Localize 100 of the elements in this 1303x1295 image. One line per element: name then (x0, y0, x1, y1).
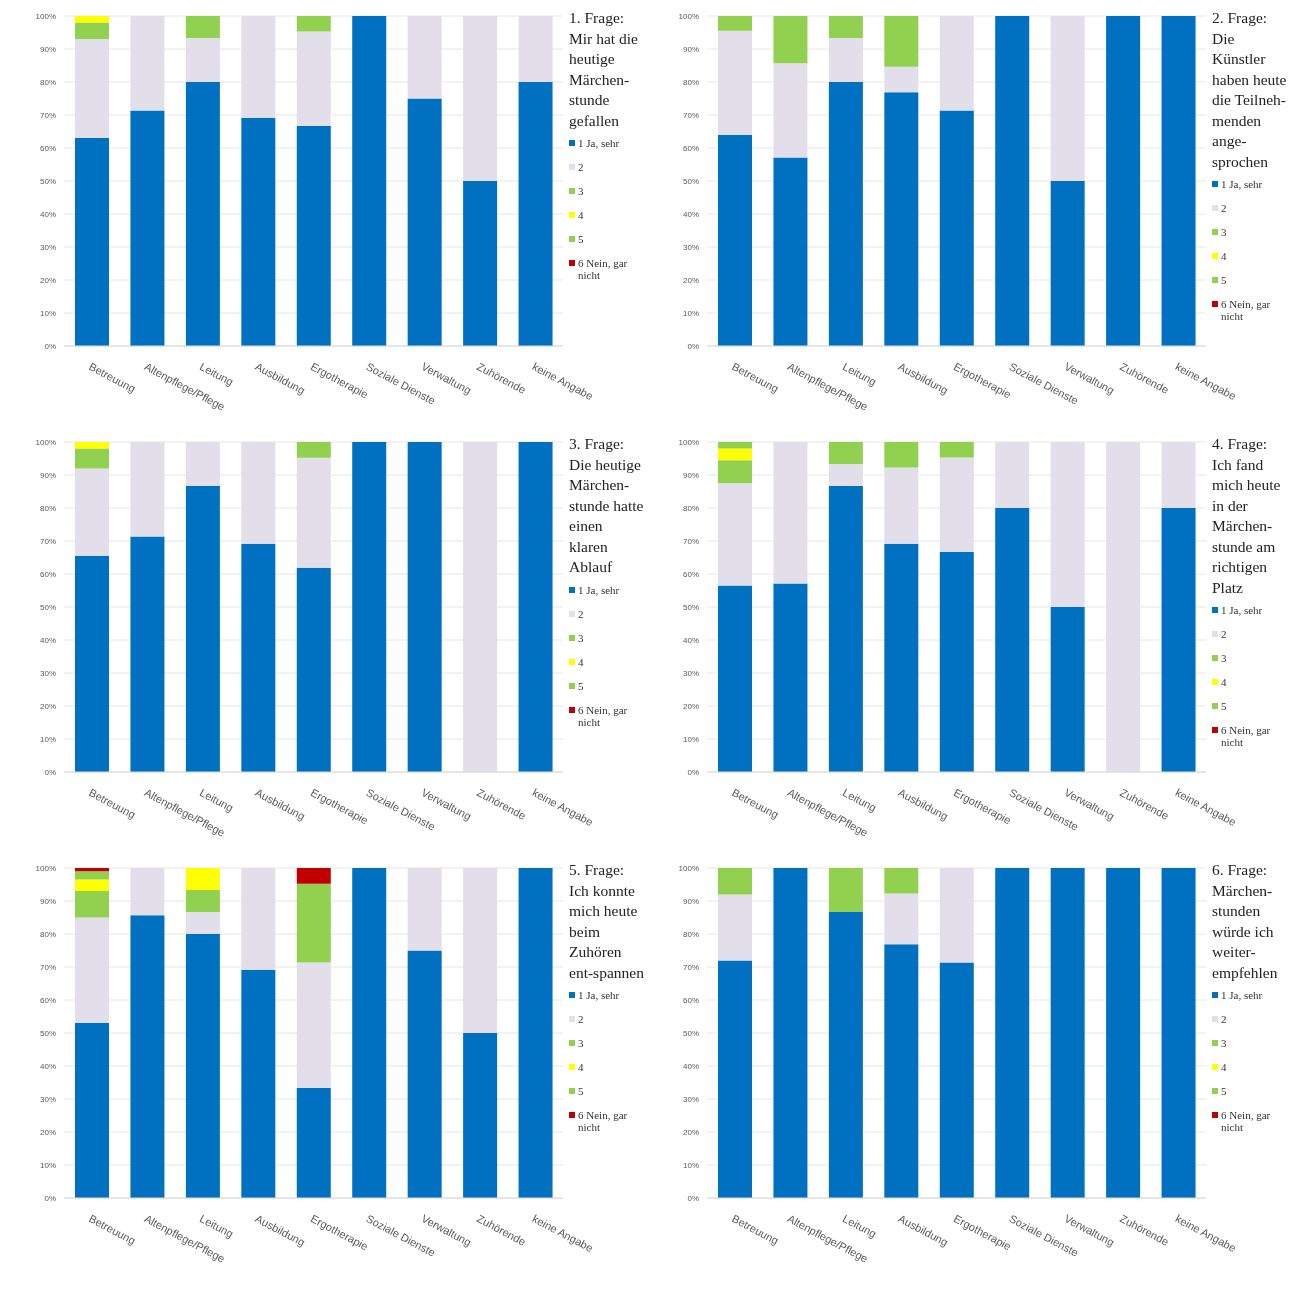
y-tick-label: 20% (682, 275, 699, 285)
legend-label: 2 (1221, 1013, 1227, 1025)
legend-label: 3 (578, 185, 584, 197)
y-tick-label: 80% (39, 929, 56, 939)
bar (185, 485, 220, 772)
bar (773, 157, 808, 346)
bar (75, 868, 109, 872)
bar (296, 883, 331, 963)
legend-label: 5 (1221, 700, 1227, 712)
bar (130, 915, 165, 1198)
legend-label: 5 (578, 1085, 584, 1097)
legend-label: 4 (578, 655, 584, 668)
bar (1106, 868, 1141, 1198)
text: 3. Frage: Die heutige Märchen-stunde hatte einen klaren Ablauf (569, 434, 645, 577)
bar (718, 448, 752, 461)
y-tick-label: 70% (682, 962, 699, 972)
y-tick-label: 90% (682, 44, 699, 54)
y-tick-label: 60% (682, 995, 699, 1005)
bar (718, 460, 752, 484)
legend-label: 3 (578, 1037, 584, 1049)
y-tick-label: 100% (35, 437, 56, 447)
y-tick-label: 100% (678, 11, 699, 21)
bar (939, 962, 974, 1198)
y-tick-label: 30% (682, 1094, 699, 1104)
bar (773, 583, 808, 772)
y-tick-label: 0% (44, 767, 56, 777)
legend-label: 6 Nein, gar nicht (578, 1109, 629, 1133)
bar (296, 16, 331, 32)
bar (296, 1088, 331, 1198)
legend-label: 2 (1221, 628, 1227, 640)
legend-label: 4 (1221, 676, 1227, 688)
y-tick-label: 30% (682, 668, 699, 678)
bar (828, 911, 863, 1198)
y-tick-label: 20% (682, 1127, 699, 1137)
y-tick-label: 70% (682, 536, 699, 546)
legend-label: 1 Ja, sehr (1221, 604, 1263, 616)
legend-label: 5 (578, 233, 584, 245)
y-tick-label: 70% (39, 536, 56, 546)
text: 5. Frage: Ich konnte mich heute beim Zuhören ent-spannen (569, 860, 645, 983)
bar (75, 448, 109, 469)
bar (75, 442, 109, 449)
bar (939, 442, 974, 458)
y-tick-label: 60% (682, 569, 699, 579)
bar (939, 551, 974, 772)
y-tick-label: 50% (39, 602, 56, 612)
bar (1050, 868, 1085, 1198)
y-tick-label: 90% (39, 470, 56, 480)
legend-label: 4 (1221, 1061, 1227, 1073)
y-tick-label: 80% (39, 77, 56, 87)
bar (1106, 16, 1141, 346)
legend-label: 1 Ja, sehr (578, 583, 620, 596)
y-tick-label: 70% (682, 110, 699, 120)
legend-label: 2 (1221, 202, 1227, 214)
y-tick-label: 80% (39, 503, 56, 513)
bar (718, 585, 752, 772)
y-tick-label: 0% (687, 341, 699, 351)
legend-label: 3 (1221, 1037, 1227, 1049)
bar (296, 125, 331, 346)
text: 2. Frage: Die Künstler haben heute die Teilneh-menden ange-sprochen (1212, 8, 1288, 172)
bar (75, 16, 109, 23)
bar (828, 442, 863, 465)
bar (995, 868, 1030, 1198)
y-tick-label: 20% (39, 275, 56, 285)
legend-label: 4 (578, 209, 584, 221)
y-tick-label: 40% (682, 635, 699, 645)
bar (407, 442, 442, 772)
bar (130, 110, 165, 346)
y-tick-label: 60% (39, 569, 56, 579)
y-tick-label: 50% (682, 1028, 699, 1038)
y-tick-label: 20% (39, 701, 56, 711)
bar (773, 16, 808, 64)
y-tick-label: 40% (39, 635, 56, 645)
legend-label: 6 Nein, gar nicht (578, 257, 629, 281)
bar (185, 890, 220, 912)
bar (1161, 508, 1196, 772)
text: 4. Frage: Ich fand mich heute in der Märchen-stunde am richtigen Platz (1212, 434, 1282, 598)
y-tick-label: 50% (682, 602, 699, 612)
bar (463, 1033, 498, 1198)
legend-label: 3 (578, 631, 584, 644)
legend-label: 5 (1221, 1085, 1227, 1097)
legend-label: 6 Nein, gar nicht (1221, 298, 1272, 322)
bar (718, 442, 752, 449)
y-tick-label: 60% (39, 143, 56, 153)
bar (1050, 181, 1085, 346)
y-tick-label: 40% (39, 209, 56, 219)
y-tick-label: 80% (682, 503, 699, 513)
bar (884, 868, 919, 894)
bar (718, 868, 752, 895)
bar (296, 567, 331, 772)
y-tick-label: 70% (39, 962, 56, 972)
y-tick-label: 30% (39, 1094, 56, 1104)
legend-label: 3 (1221, 226, 1227, 238)
bar (407, 98, 442, 346)
bar (75, 555, 109, 772)
bar (884, 92, 919, 346)
legend-label: 1 Ja, sehr (578, 137, 620, 149)
bar (241, 969, 276, 1198)
y-tick-label: 70% (39, 110, 56, 120)
legend-label: 2 (578, 607, 584, 620)
y-tick-label: 90% (682, 896, 699, 906)
